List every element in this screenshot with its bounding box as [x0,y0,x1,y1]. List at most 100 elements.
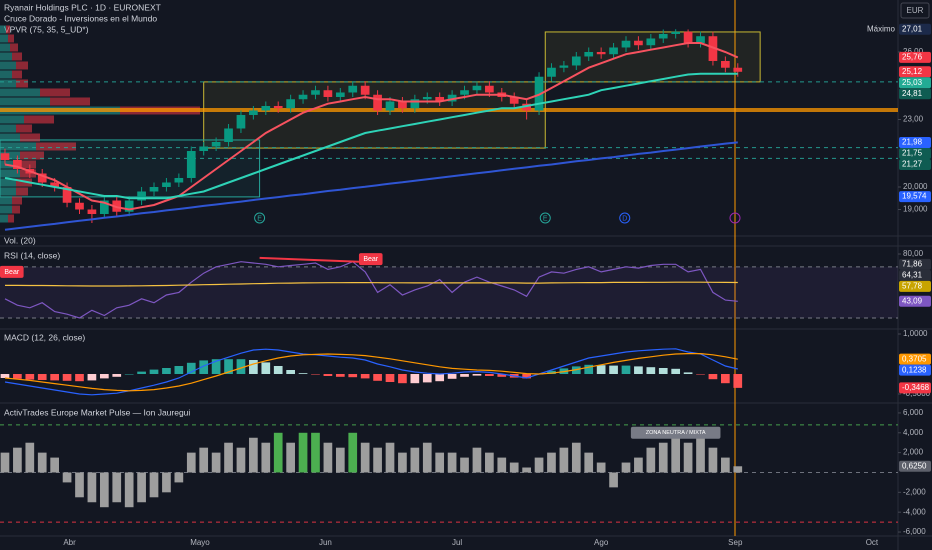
rsi-band [0,266,898,319]
indicator-title: Cruce Dorado - Inversiones en el Mundo [4,13,157,23]
histogram-bar [249,360,258,374]
histogram-bar [485,374,494,376]
histogram-bar [87,374,97,381]
bar [385,442,395,473]
profile-up [0,61,16,70]
bar [410,447,420,473]
bar [174,472,184,483]
y-tick-label: -0,5000 [903,389,931,398]
candle-body [137,191,146,201]
histogram-bar [596,365,606,374]
histogram-bar [609,365,618,374]
histogram-bar [162,368,171,374]
histogram-bar [696,374,705,375]
candle-body [733,67,743,72]
histogram-bar [646,367,656,374]
x-tick-label: Jul [452,538,462,547]
candle-body [385,101,395,111]
histogram-bar [460,374,469,377]
histogram-bar [137,371,146,374]
event-label: E [257,215,262,222]
y-tick-label: -4,000 [903,507,926,516]
candle-body [559,65,569,68]
y-tick-label: -6,000 [903,527,926,536]
histogram-bar [621,365,631,374]
price-tag-label: 57,78 [902,282,923,291]
price-tag [899,280,931,292]
y-tick-label: 80,00 [903,249,924,258]
histogram-bar [149,369,159,374]
profile-up [0,214,8,223]
bar [547,452,556,473]
profile-up [0,133,20,142]
bar [485,452,494,473]
annotation-label: Bear [363,256,378,263]
histogram-bar [261,362,271,374]
bar [0,452,10,473]
histogram-bar [13,374,22,379]
price-tag-label: 24,81 [902,89,923,98]
bar [236,447,246,473]
y-tick-label: 2,000 [903,448,924,457]
series-line [4,42,739,211]
profile-down [12,52,22,61]
profile-down [12,205,20,214]
candle-body [261,105,271,111]
bar [460,457,469,473]
pane-title: MACD (12, 26, close) [4,332,85,342]
profile-up [0,196,12,205]
profile-down [8,34,14,43]
histogram-bar [348,374,358,378]
price-tag [899,460,931,472]
bar [298,432,308,473]
profile-down [16,61,28,70]
bar [435,452,445,473]
y-tick-label: -2,000 [903,487,926,496]
bar [75,472,84,498]
candle-body [460,90,469,95]
profile-up [0,205,12,214]
histogram-bar [733,374,743,388]
candle-body [373,94,382,111]
price-tag-label: 19,574 [902,192,927,201]
candle-body [584,51,594,57]
price-tag-name: Máximo [867,24,896,33]
x-tick-label: Oct [866,538,879,547]
bar [87,472,97,503]
profile-down [20,133,40,142]
profile-up [0,169,20,178]
profile-down [40,88,70,97]
bar [360,442,370,473]
candle-body [435,96,445,102]
histogram-bar [584,364,594,374]
y-tick-label: 23,00 [903,115,924,124]
bar [211,452,221,473]
bar [634,457,643,473]
y-tick-label: 19,000 [903,205,928,214]
bar [261,442,271,473]
profile-down [12,196,22,205]
bar [472,447,482,473]
histogram-bar [311,374,320,375]
currency-label[interactable]: EUR [907,6,924,15]
candle-body [360,85,370,95]
candle-body [571,56,581,66]
series-line [5,281,738,287]
candle-body [298,94,308,100]
candle-body [174,177,184,183]
y-tick-label: 6,000 [903,408,924,417]
candle-body [547,67,556,77]
x-tick-label: Abr [63,538,76,547]
currency-button[interactable] [900,2,930,19]
profile-up [0,25,6,34]
bar [37,452,47,473]
x-tick-label: Sep [728,538,743,547]
candle-body [621,40,631,48]
bar [137,472,146,503]
histogram-bar [199,360,209,374]
profile-down [16,178,32,187]
candle-body [348,85,358,93]
histogram-bar [99,374,109,379]
histogram-bar [447,374,457,379]
bar [311,432,320,473]
